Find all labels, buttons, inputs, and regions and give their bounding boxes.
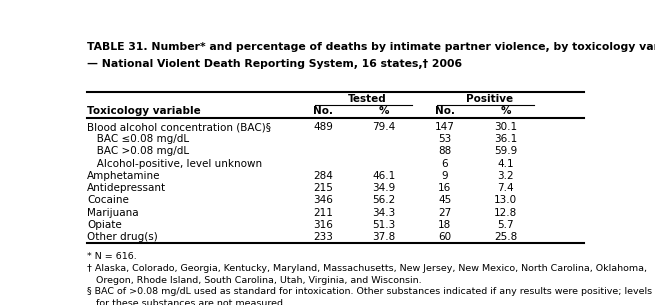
Text: 6: 6 (441, 159, 448, 169)
Text: 489: 489 (313, 122, 333, 132)
Text: 211: 211 (313, 207, 333, 217)
Text: 316: 316 (313, 220, 333, 230)
Text: TABLE 31. Number* and percentage of deaths by intimate partner violence, by toxi: TABLE 31. Number* and percentage of deat… (87, 42, 655, 52)
Text: 5.7: 5.7 (497, 220, 514, 230)
Text: 215: 215 (313, 183, 333, 193)
Text: for these substances are not measured.: for these substances are not measured. (87, 299, 286, 305)
Text: Antidepressant: Antidepressant (87, 183, 166, 193)
Text: 30.1: 30.1 (494, 122, 517, 132)
Text: Alcohol-positive, level unknown: Alcohol-positive, level unknown (87, 159, 262, 169)
Text: * N = 616.: * N = 616. (87, 252, 137, 261)
Text: 3.2: 3.2 (497, 171, 514, 181)
Text: 27: 27 (438, 207, 451, 217)
Text: 346: 346 (313, 195, 333, 205)
Text: 79.4: 79.4 (372, 122, 396, 132)
Text: Marijuana: Marijuana (87, 207, 139, 217)
Text: 60: 60 (438, 232, 451, 242)
Text: %: % (500, 106, 511, 116)
Text: Opiate: Opiate (87, 220, 122, 230)
Text: No.: No. (435, 106, 455, 116)
Text: Positive: Positive (466, 94, 513, 104)
Text: Tested: Tested (348, 94, 387, 104)
Text: 56.2: 56.2 (372, 195, 396, 205)
Text: 16: 16 (438, 183, 451, 193)
Text: 13.0: 13.0 (494, 195, 517, 205)
Text: No.: No. (313, 106, 333, 116)
Text: 51.3: 51.3 (372, 220, 396, 230)
Text: 12.8: 12.8 (494, 207, 517, 217)
Text: 59.9: 59.9 (494, 146, 517, 156)
Text: 34.3: 34.3 (372, 207, 396, 217)
Text: 18: 18 (438, 220, 451, 230)
Text: 36.1: 36.1 (494, 134, 517, 144)
Text: § BAC of >0.08 mg/dL used as standard for intoxication. Other substances indicat: § BAC of >0.08 mg/dL used as standard fo… (87, 287, 652, 296)
Text: Toxicology variable: Toxicology variable (87, 106, 200, 116)
Text: BAC >0.08 mg/dL: BAC >0.08 mg/dL (87, 146, 189, 156)
Text: 53: 53 (438, 134, 451, 144)
Text: Other drug(s): Other drug(s) (87, 232, 158, 242)
Text: Cocaine: Cocaine (87, 195, 129, 205)
Text: %: % (379, 106, 389, 116)
Text: 45: 45 (438, 195, 451, 205)
Text: 34.9: 34.9 (372, 183, 396, 193)
Text: 233: 233 (313, 232, 333, 242)
Text: Amphetamine: Amphetamine (87, 171, 160, 181)
Text: 46.1: 46.1 (372, 171, 396, 181)
Text: 88: 88 (438, 146, 451, 156)
Text: 9: 9 (441, 171, 448, 181)
Text: 284: 284 (313, 171, 333, 181)
Text: — National Violent Death Reporting System, 16 states,† 2006: — National Violent Death Reporting Syste… (87, 59, 462, 69)
Text: 37.8: 37.8 (372, 232, 396, 242)
Text: 25.8: 25.8 (494, 232, 517, 242)
Text: 4.1: 4.1 (497, 159, 514, 169)
Text: 7.4: 7.4 (497, 183, 514, 193)
Text: BAC ≤0.08 mg/dL: BAC ≤0.08 mg/dL (87, 134, 189, 144)
Text: Oregon, Rhode Island, South Carolina, Utah, Virginia, and Wisconsin.: Oregon, Rhode Island, South Carolina, Ut… (87, 276, 422, 285)
Text: † Alaska, Colorado, Georgia, Kentucky, Maryland, Massachusetts, New Jersey, New : † Alaska, Colorado, Georgia, Kentucky, M… (87, 264, 647, 273)
Text: Blood alcohol concentration (BAC)§: Blood alcohol concentration (BAC)§ (87, 122, 271, 132)
Text: 147: 147 (435, 122, 455, 132)
